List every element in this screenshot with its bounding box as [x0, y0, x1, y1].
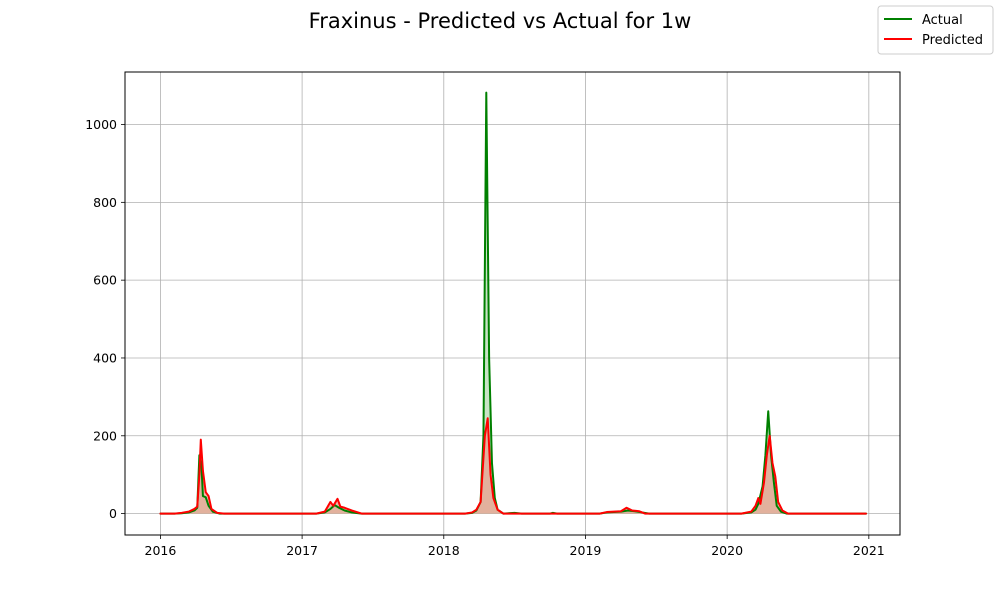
y-tick-label: 800: [93, 195, 117, 210]
x-tick-label: 2016: [145, 543, 177, 558]
plot-area: [125, 72, 900, 535]
x-tick-label: 2018: [428, 543, 460, 558]
y-axis: 0 200 400 600 800 1000: [85, 117, 125, 521]
y-tick-label: 200: [93, 428, 117, 443]
x-tick-label: 2021: [853, 543, 885, 558]
legend-label-actual: Actual: [922, 13, 963, 28]
legend: Actual Predicted: [877, 5, 994, 55]
series-line-predicted: [159, 417, 867, 515]
y-tick-label: 0: [109, 506, 117, 521]
x-axis: 2016 2017 2018 2019 2020 2021: [145, 535, 885, 558]
chart-title: Fraxinus - Predicted vs Actual for 1w: [309, 9, 692, 33]
x-tick-label: 2019: [570, 543, 602, 558]
x-tick-label: 2020: [711, 543, 743, 558]
y-tick-label: 600: [93, 273, 117, 288]
plot-frame: [124, 71, 901, 536]
legend-label-predicted: Predicted: [922, 33, 983, 48]
line-layer: [159, 91, 867, 515]
y-tick-label: 1000: [85, 117, 117, 132]
grid-layer: [125, 72, 900, 535]
y-tick-label: 400: [93, 350, 117, 365]
x-tick-label: 2017: [286, 543, 318, 558]
